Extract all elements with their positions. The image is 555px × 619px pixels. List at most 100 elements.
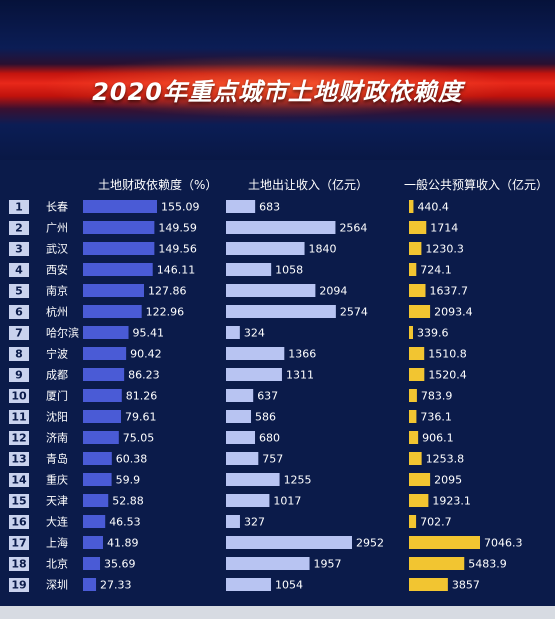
dependency-value-label: 79.61	[125, 411, 156, 424]
dependency-bar	[83, 347, 127, 360]
rank-label: 8	[15, 348, 23, 361]
land-revenue-value-label: 2952	[356, 537, 384, 550]
budget-revenue-bar	[409, 494, 429, 507]
rank-label: 15	[11, 495, 26, 508]
dependency-bar	[83, 368, 125, 381]
rank-badge	[9, 284, 29, 298]
rank-badge	[9, 263, 29, 277]
land-revenue-value-label: 1311	[286, 369, 314, 382]
dependency-bar	[83, 494, 109, 507]
budget-revenue-bar	[409, 368, 425, 381]
budget-revenue-bar	[409, 578, 448, 591]
city-label: 大连	[46, 515, 68, 529]
rank-badge	[9, 221, 29, 235]
rank-label: 3	[15, 243, 23, 256]
city-label: 上海	[46, 536, 68, 550]
land-revenue-bar	[226, 473, 280, 486]
budget-revenue-bar	[409, 389, 417, 402]
budget-revenue-bar	[409, 200, 414, 213]
dependency-value-label: 59.9	[116, 474, 141, 487]
city-label: 南京	[46, 284, 68, 298]
budget-revenue-value-label: 2095	[434, 474, 462, 487]
dependency-bar	[83, 305, 142, 318]
city-label: 厦门	[46, 389, 68, 403]
budget-revenue-bar	[409, 221, 427, 234]
budget-revenue-bar	[409, 284, 426, 297]
dependency-value-label: 35.69	[104, 558, 136, 571]
budget-revenue-value-label: 906.1	[422, 432, 454, 445]
city-label: 长春	[46, 201, 68, 214]
budget-revenue-bar	[409, 536, 480, 549]
dependency-value-label: 155.09	[161, 201, 200, 214]
dependency-value-label: 122.96	[146, 306, 185, 319]
land-revenue-value-label: 1957	[314, 558, 342, 571]
land-revenue-bar	[226, 494, 270, 507]
dependency-value-label: 149.56	[158, 243, 197, 256]
rank-label: 12	[11, 432, 26, 445]
rank-badge	[9, 578, 29, 592]
rank-badge	[9, 473, 29, 487]
dependency-value-label: 90.42	[130, 348, 162, 361]
dependency-bar	[83, 263, 153, 276]
budget-revenue-bar	[409, 473, 431, 486]
dependency-bar	[83, 557, 101, 570]
header-dependency: 土地财政依赖度（%）	[98, 178, 218, 192]
rank-label: 7	[15, 327, 23, 340]
dependency-value-label: 149.59	[158, 222, 197, 235]
land-revenue-value-label: 2574	[340, 306, 368, 319]
dependency-bar	[83, 452, 112, 465]
dependency-bar	[83, 200, 157, 213]
dependency-bar	[83, 578, 97, 591]
land-revenue-value-label: 2564	[339, 222, 367, 235]
city-label: 武汉	[46, 243, 68, 256]
dependency-value-label: 60.38	[116, 453, 147, 466]
header-land-revenue: 土地出让收入（亿元）	[248, 178, 369, 192]
budget-revenue-value-label: 1230.3	[425, 243, 464, 256]
budget-revenue-bar	[409, 410, 417, 423]
city-label: 济南	[46, 431, 68, 445]
dependency-value-label: 146.11	[157, 264, 196, 277]
budget-revenue-bar	[409, 242, 422, 255]
land-revenue-bar	[226, 200, 256, 213]
dependency-bar	[83, 410, 121, 423]
dependency-value-label: 75.05	[123, 432, 155, 445]
land-revenue-value-label: 2094	[319, 285, 347, 298]
city-label: 宁波	[46, 347, 68, 361]
budget-revenue-value-label: 3857	[452, 579, 480, 592]
bottom-strip	[0, 606, 555, 619]
budget-revenue-value-label: 1714	[430, 222, 458, 235]
rank-badge	[9, 431, 29, 445]
land-revenue-bar	[226, 242, 305, 255]
land-revenue-value-label: 327	[244, 516, 265, 529]
dependency-bar	[83, 326, 129, 339]
budget-revenue-value-label: 1253.8	[426, 453, 465, 466]
land-revenue-bar	[226, 284, 316, 297]
city-label: 广州	[46, 222, 68, 235]
dependency-bar	[83, 515, 106, 528]
budget-revenue-value-label: 7046.3	[484, 537, 523, 550]
budget-revenue-value-label: 440.4	[417, 201, 449, 214]
rank-label: 11	[11, 411, 26, 424]
city-label: 青岛	[46, 452, 68, 466]
city-label: 成都	[46, 369, 68, 382]
rank-badge	[9, 326, 29, 340]
land-revenue-bar	[226, 347, 285, 360]
rank-label: 2	[15, 222, 23, 235]
land-revenue-bar	[226, 389, 254, 402]
land-revenue-bar	[226, 578, 271, 591]
dependency-value-label: 86.23	[128, 369, 160, 382]
rank-label: 1	[15, 201, 23, 214]
budget-revenue-value-label: 5483.9	[468, 558, 507, 571]
budget-revenue-bar	[409, 326, 413, 339]
land-revenue-bar	[226, 221, 336, 234]
budget-revenue-bar	[409, 515, 417, 528]
title-banner	[0, 0, 555, 160]
dependency-value-label: 95.41	[133, 327, 165, 340]
page-title: 2020年重点城市土地财政依赖度	[92, 78, 463, 106]
city-label: 哈尔滨	[46, 326, 79, 340]
budget-revenue-value-label: 339.6	[417, 327, 449, 340]
header-budget-revenue: 一般公共预算收入（亿元）	[404, 178, 549, 192]
rank-badge	[9, 368, 29, 382]
rank-label: 10	[11, 390, 27, 403]
